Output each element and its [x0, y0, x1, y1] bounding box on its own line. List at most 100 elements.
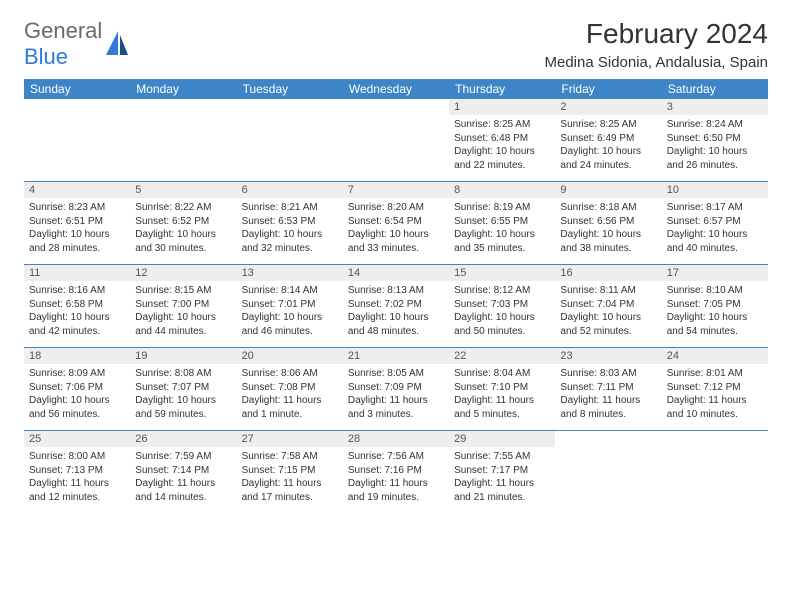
sunset-text: Sunset: 6:52 PM	[135, 215, 231, 229]
day-details: Sunrise: 8:09 AMSunset: 7:06 PMDaylight:…	[24, 364, 130, 424]
daylight-text: Daylight: 11 hours and 14 minutes.	[135, 477, 231, 504]
sunset-text: Sunset: 6:55 PM	[454, 215, 550, 229]
sunset-text: Sunset: 7:13 PM	[29, 464, 125, 478]
day-details: Sunrise: 8:25 AMSunset: 6:49 PMDaylight:…	[555, 115, 661, 175]
day-number: 27	[237, 431, 343, 447]
daylight-text: Daylight: 10 hours and 42 minutes.	[29, 311, 125, 338]
sail-icon	[104, 29, 130, 59]
sunset-text: Sunset: 6:54 PM	[348, 215, 444, 229]
day-details: Sunrise: 8:22 AMSunset: 6:52 PMDaylight:…	[130, 198, 236, 258]
day-details: Sunrise: 8:12 AMSunset: 7:03 PMDaylight:…	[449, 281, 555, 341]
brand-logo: General Blue	[24, 18, 130, 70]
daylight-text: Daylight: 10 hours and 26 minutes.	[667, 145, 763, 172]
location-text: Medina Sidonia, Andalusia, Spain	[545, 54, 769, 71]
calendar-cell: 22Sunrise: 8:04 AMSunset: 7:10 PMDayligh…	[449, 348, 555, 430]
calendar-cell: 24Sunrise: 8:01 AMSunset: 7:12 PMDayligh…	[662, 348, 768, 430]
day-number: 7	[343, 182, 449, 198]
day-number: 22	[449, 348, 555, 364]
calendar-cell: 5Sunrise: 8:22 AMSunset: 6:52 PMDaylight…	[130, 182, 236, 264]
day-details: Sunrise: 7:59 AMSunset: 7:14 PMDaylight:…	[130, 447, 236, 507]
sunrise-text: Sunrise: 8:12 AM	[454, 284, 550, 298]
weekday-label: Sunday	[24, 79, 130, 99]
day-details: Sunrise: 8:19 AMSunset: 6:55 PMDaylight:…	[449, 198, 555, 258]
calendar-week: 25 Sunrise: 8:00 AMSunset: 7:13 PM Dayligh…	[24, 430, 768, 513]
weekday-label: Wednesday	[343, 79, 449, 99]
calendar-cell: 17Sunrise: 8:10 AMSunset: 7:05 PMDayligh…	[662, 265, 768, 347]
day-number: 29	[449, 431, 555, 447]
calendar-cell: 16Sunrise: 8:11 AMSunset: 7:04 PMDayligh…	[555, 265, 661, 347]
day-details: Sunrise: 8:20 AMSunset: 6:54 PMDaylight:…	[343, 198, 449, 258]
calendar-cell: 28Sunrise: 7:56 AMSunset: 7:16 PMDayligh…	[343, 431, 449, 513]
day-details: Sunrise: 8:15 AMSunset: 7:00 PMDaylight:…	[130, 281, 236, 341]
calendar-cell: 25Sunrise: 8:00 AMSunset: 7:13 PMDayligh…	[24, 431, 130, 513]
calendar-cell: 6Sunrise: 8:21 AMSunset: 6:53 PMDaylight…	[237, 182, 343, 264]
daylight-text: Daylight: 10 hours and 32 minutes.	[242, 228, 338, 255]
calendar-week: 11Sunrise: 8:16 AMSunset: 6:58 PMDayligh…	[24, 264, 768, 347]
calendar-cell: 10Sunrise: 8:17 AMSunset: 6:57 PMDayligh…	[662, 182, 768, 264]
daylight-text: Daylight: 10 hours and 24 minutes.	[560, 145, 656, 172]
day-number: 26	[130, 431, 236, 447]
daylight-text: Daylight: 10 hours and 28 minutes.	[29, 228, 125, 255]
day-number: 25	[24, 431, 130, 447]
sunrise-text: Sunrise: 7:58 AM	[242, 450, 338, 464]
daylight-text: Daylight: 11 hours and 3 minutes.	[348, 394, 444, 421]
sunrise-text: Sunrise: 8:04 AM	[454, 367, 550, 381]
day-number: 6	[237, 182, 343, 198]
day-number: 12	[130, 265, 236, 281]
day-number: 1	[449, 99, 555, 115]
daylight-text: Daylight: 10 hours and 44 minutes.	[135, 311, 231, 338]
calendar-cell: 9Sunrise: 8:18 AMSunset: 6:56 PMDaylight…	[555, 182, 661, 264]
daylight-text: Daylight: 10 hours and 22 minutes.	[454, 145, 550, 172]
day-details: Sunrise: 7:58 AMSunset: 7:15 PMDaylight:…	[237, 447, 343, 507]
day-number: 8	[449, 182, 555, 198]
calendar-cell: 11Sunrise: 8:16 AMSunset: 6:58 PMDayligh…	[24, 265, 130, 347]
day-details: Sunrise: 8:11 AMSunset: 7:04 PMDaylight:…	[555, 281, 661, 341]
day-number: 24	[662, 348, 768, 364]
daylight-text: Daylight: 11 hours and 1 minute.	[242, 394, 338, 421]
calendar-cell: 12Sunrise: 8:15 AMSunset: 7:00 PMDayligh…	[130, 265, 236, 347]
day-number: 14	[343, 265, 449, 281]
day-details: Sunrise: 8:17 AMSunset: 6:57 PMDaylight:…	[662, 198, 768, 258]
day-details: Sunrise: 8:16 AMSunset: 6:58 PMDaylight:…	[24, 281, 130, 341]
daylight-text: Daylight: 11 hours and 8 minutes.	[560, 394, 656, 421]
sunrise-text: Sunrise: 8:16 AM	[29, 284, 125, 298]
sunrise-text: Sunrise: 8:19 AM	[454, 201, 550, 215]
daylight-text: Daylight: 11 hours and 10 minutes.	[667, 394, 763, 421]
daylight-text: Daylight: 10 hours and 56 minutes.	[29, 394, 125, 421]
daylight-text: Daylight: 10 hours and 52 minutes.	[560, 311, 656, 338]
day-details: Sunrise: 8:05 AMSunset: 7:09 PMDaylight:…	[343, 364, 449, 424]
sunrise-text: Sunrise: 7:55 AM	[454, 450, 550, 464]
sunset-text: Sunset: 6:53 PM	[242, 215, 338, 229]
sunrise-text: Sunrise: 8:23 AM	[29, 201, 125, 215]
sunrise-text: Sunrise: 8:05 AM	[348, 367, 444, 381]
daylight-text: Daylight: 10 hours and 40 minutes.	[667, 228, 763, 255]
day-details: Sunrise: 8:08 AMSunset: 7:07 PMDaylight:…	[130, 364, 236, 424]
sunset-text: Sunset: 7:10 PM	[454, 381, 550, 395]
day-details: Sunrise: 8:14 AMSunset: 7:01 PMDaylight:…	[237, 281, 343, 341]
calendar-cell	[343, 99, 449, 181]
sunset-text: Sunset: 7:01 PM	[242, 298, 338, 312]
sunset-text: Sunset: 7:06 PM	[29, 381, 125, 395]
sunrise-text: Sunrise: 7:56 AM	[348, 450, 444, 464]
sunrise-text: Sunrise: 8:06 AM	[242, 367, 338, 381]
day-number: 4	[24, 182, 130, 198]
sunrise-text: Sunrise: 8:01 AM	[667, 367, 763, 381]
weekday-label: Tuesday	[237, 79, 343, 99]
sunrise-text: Sunrise: 8:00 AM	[29, 450, 125, 464]
calendar-cell: 3Sunrise: 8:24 AMSunset: 6:50 PMDaylight…	[662, 99, 768, 181]
daylight-text: Daylight: 10 hours and 48 minutes.	[348, 311, 444, 338]
sunrise-text: Sunrise: 8:18 AM	[560, 201, 656, 215]
sunset-text: Sunset: 6:48 PM	[454, 132, 550, 146]
sunset-text: Sunset: 6:50 PM	[667, 132, 763, 146]
calendar-cell	[555, 431, 661, 513]
daylight-text: Daylight: 10 hours and 35 minutes.	[454, 228, 550, 255]
sunset-text: Sunset: 7:05 PM	[667, 298, 763, 312]
day-number: 23	[555, 348, 661, 364]
brand-text-2: Blue	[24, 44, 68, 69]
day-details: Sunrise: 8:03 AMSunset: 7:11 PMDaylight:…	[555, 364, 661, 424]
daylight-text: Daylight: 10 hours and 46 minutes.	[242, 311, 338, 338]
day-details: Sunrise: 8:18 AMSunset: 6:56 PMDaylight:…	[555, 198, 661, 258]
sunset-text: Sunset: 7:08 PM	[242, 381, 338, 395]
day-details: Sunrise: 8:13 AMSunset: 7:02 PMDaylight:…	[343, 281, 449, 341]
brand-text-1: General	[24, 18, 102, 43]
